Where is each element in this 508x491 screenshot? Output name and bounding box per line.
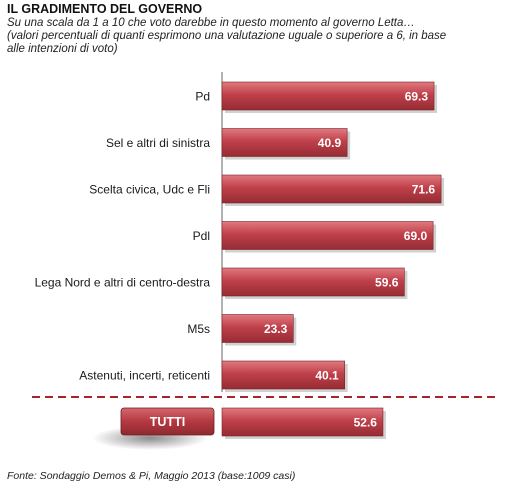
subtitle-line-2: (valori percentuali di quanti esprimono … (7, 30, 447, 42)
bar (221, 360, 346, 390)
data-label: 59.6 (375, 276, 399, 290)
category-label: Scelta civica, Udc e Fli (89, 183, 210, 197)
bar (221, 174, 442, 204)
category-label: M5s (187, 322, 210, 336)
source-footnote: Fonte: Sondaggio Demos & Pi, Maggio 2013… (7, 470, 296, 482)
bar (221, 314, 294, 343)
category-label: Astenuti, incerti, reticenti (79, 369, 210, 383)
bar (221, 81, 435, 111)
data-label: 23.3 (264, 322, 288, 336)
category-label: Pdl (193, 229, 210, 243)
chart-title: IL GRADIMENTO DEL GOVERNO (7, 2, 203, 16)
total-bar (221, 407, 384, 437)
chart-subtitle: Su una scala da 1 a 10 che voto darebbe … (7, 17, 502, 56)
data-label: 69.3 (405, 90, 429, 104)
category-label: Sel e altri di sinistra (106, 136, 210, 150)
total-data-label: 52.6 (354, 416, 378, 430)
data-label: 69.0 (404, 229, 428, 243)
subtitle-line-3: alle intenzioni di voto) (7, 43, 118, 55)
total-label-box (120, 407, 215, 436)
category-label: Lega Nord e altri di centro-destra (35, 276, 211, 290)
data-label: 40.1 (315, 369, 339, 383)
subtitle-line-1: Su una scala da 1 a 10 che voto darebbe … (7, 17, 415, 29)
data-label: 40.9 (318, 136, 342, 150)
bar (221, 221, 434, 250)
data-label: 71.6 (412, 183, 436, 197)
total-label: TUTTI (150, 415, 185, 429)
bar (221, 128, 348, 157)
bar (221, 267, 405, 297)
category-label: Pd (195, 90, 210, 104)
